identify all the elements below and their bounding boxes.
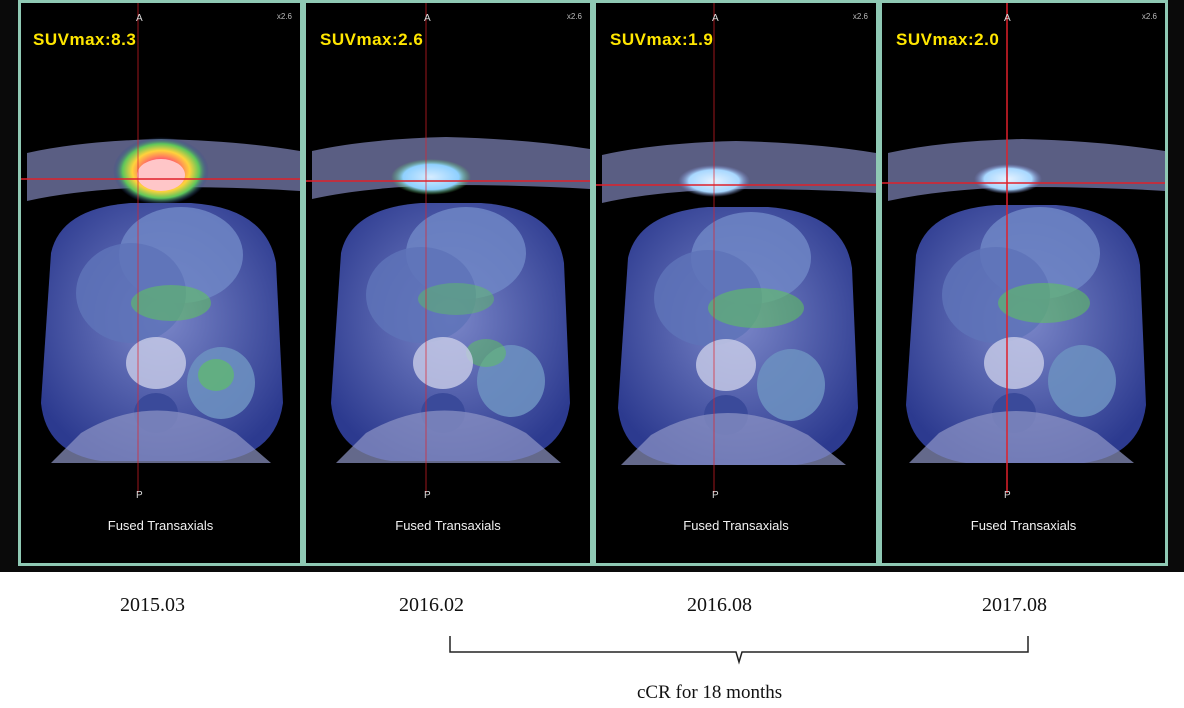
scan-image-1 <box>21 3 300 493</box>
scan-panel-4: SUVmax:2.0 A x2.6 P Fused Transaxials <box>879 0 1168 566</box>
scan-caption: Fused Transaxials <box>970 518 1077 533</box>
suvmax-label: SUVmax:1.9 <box>610 30 714 49</box>
date-label-1: 2015.03 <box>120 594 185 616</box>
ccr-duration-note: cCR for 18 months <box>637 682 783 703</box>
zoom-label: x2.6 <box>1141 12 1157 21</box>
scan-caption: Fused Transaxials <box>683 518 789 533</box>
scan-image-3 <box>596 3 876 493</box>
scan-caption: Fused Transaxials <box>395 518 501 533</box>
anterior-marker: A <box>1004 13 1011 24</box>
posterior-marker: P <box>712 490 719 501</box>
scan-caption: Fused Transaxials <box>107 518 214 533</box>
date-label-2: 2016.02 <box>399 594 464 616</box>
scan-image-4 <box>882 3 1165 493</box>
suvmax-label: SUVmax:8.3 <box>33 30 137 49</box>
date-label-3: 2016.08 <box>687 594 752 616</box>
scan-panel-3: SUVmax:1.9 A x2.6 P Fused Transaxials <box>593 0 879 566</box>
posterior-marker: P <box>1004 490 1011 501</box>
zoom-label: x2.6 <box>566 12 582 21</box>
date-label-4: 2017.08 <box>982 594 1047 616</box>
anterior-marker: A <box>424 13 431 24</box>
zoom-label: x2.6 <box>276 12 292 21</box>
scan-panel-1: SUVmax:8.3 A x2.6 P Fused Transaxials <box>18 0 303 566</box>
anterior-marker: A <box>136 13 143 24</box>
posterior-marker: P <box>424 490 431 501</box>
anterior-marker: A <box>712 13 719 24</box>
scan-image-2 <box>306 3 590 493</box>
suvmax-label: SUVmax:2.0 <box>896 30 1000 49</box>
scan-panel-2: SUVmax:2.6 A x2.6 P Fused Transaxials <box>303 0 593 566</box>
suvmax-label: SUVmax:2.6 <box>320 30 424 49</box>
zoom-label: x2.6 <box>852 12 868 21</box>
pet-ct-image-strip: SUVmax:8.3 A x2.6 P Fused Transaxials <box>0 0 1184 572</box>
posterior-marker: P <box>136 490 143 501</box>
